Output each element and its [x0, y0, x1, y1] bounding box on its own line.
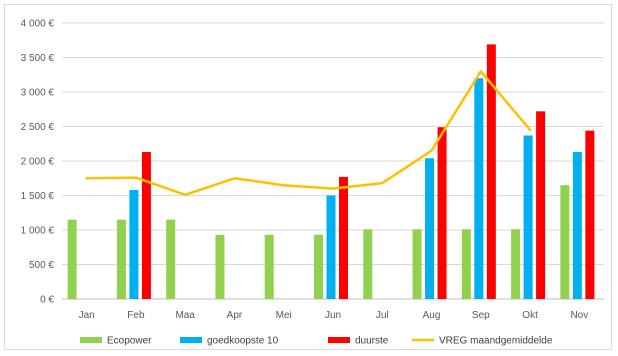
bar	[412, 229, 422, 299]
x-tick-label: Sep	[472, 310, 490, 321]
x-tick-label: Jul	[376, 310, 389, 321]
line-series	[85, 70, 532, 197]
y-tick-label: 2 500 €	[21, 122, 55, 133]
bar	[585, 130, 595, 299]
x-tick-label: Jun	[325, 310, 341, 321]
bar	[523, 135, 533, 299]
bar	[166, 219, 176, 299]
bar-series	[67, 44, 595, 299]
bar	[461, 229, 471, 299]
y-tick-label: 4 000 €	[21, 19, 55, 30]
legend-bar-swatch	[328, 337, 350, 343]
bar	[326, 195, 336, 299]
bar	[437, 127, 447, 299]
x-tick-label: Mei	[276, 310, 292, 321]
legend-bar-swatch	[180, 337, 202, 343]
y-tick-label: 1 000 €	[21, 226, 55, 237]
x-tick-label: Okt	[522, 310, 538, 321]
bar	[141, 152, 151, 299]
bar	[511, 229, 521, 299]
x-tick-label: Aug	[423, 310, 441, 321]
legend-bar-swatch	[80, 337, 102, 343]
legend: Ecopower goedkoopste 10 duurste VREG maandg…	[80, 336, 553, 347]
bar	[572, 152, 582, 299]
x-tick-label: Maa	[175, 310, 195, 321]
bar	[116, 219, 126, 299]
y-tick-label: 3 000 €	[21, 88, 55, 99]
bar	[264, 234, 274, 299]
bar	[215, 234, 225, 299]
y-axis-ticks: 0 € 500 € 1 000 € 1 500 € 2 000 € 2 500 € 3 00…	[21, 19, 55, 306]
y-tick-label: 0 €	[40, 295, 54, 306]
x-tick-label: Feb	[127, 310, 145, 321]
legend-label: duurste	[355, 336, 389, 347]
bar	[363, 229, 373, 299]
x-tick-label: Jan	[79, 310, 95, 321]
y-tick-label: 1 500 €	[21, 191, 55, 202]
legend-label: VREG maandgemiddelde	[439, 336, 553, 347]
y-tick-label: 2 000 €	[21, 157, 55, 168]
bar	[425, 158, 435, 299]
bar	[474, 78, 484, 299]
y-tick-label: 500 €	[29, 260, 54, 271]
x-axis-ticks: Jan Feb Maa Apr Mei Jun Jul Aug Sep Okt Nov	[79, 310, 589, 321]
bar	[486, 44, 496, 299]
bar	[560, 185, 570, 299]
x-tick-label: Apr	[227, 310, 243, 321]
bar	[129, 189, 139, 299]
bar	[536, 111, 546, 299]
y-tick-label: 3 500 €	[21, 53, 55, 64]
legend-label: Ecopower	[107, 336, 152, 347]
bar	[67, 219, 77, 299]
legend-label: goedkoopste 10	[207, 336, 279, 347]
bar	[314, 234, 323, 299]
series-line	[85, 70, 532, 197]
x-tick-label: Nov	[570, 310, 588, 321]
bar	[339, 176, 348, 299]
